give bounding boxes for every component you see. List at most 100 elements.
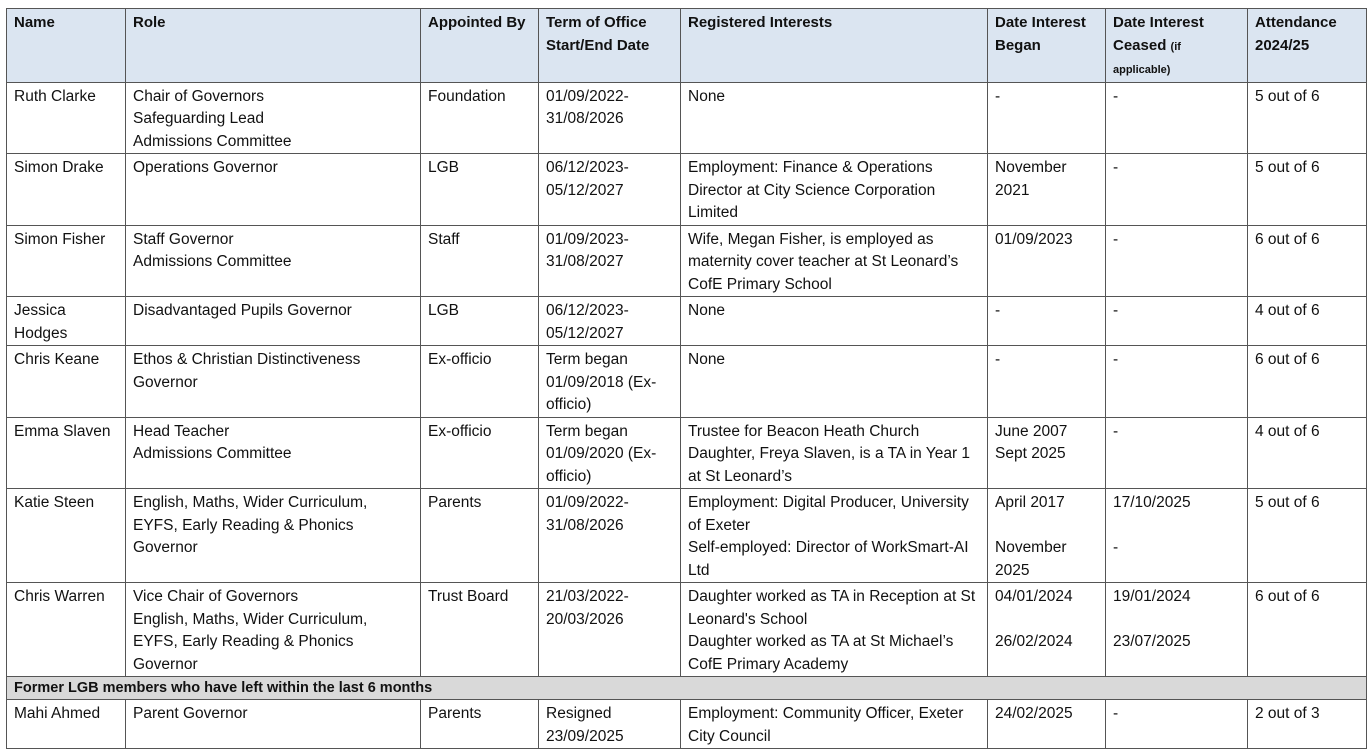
section-title: Former LGB members who have left within … [14,680,433,696]
cell: Jessica Hodges [6,296,126,346]
header-cell: Date Interest Began [987,8,1106,83]
cell: Parent Governor [125,699,421,749]
cell-text: Parents [428,705,482,722]
cell-text: None [688,87,726,105]
cell: Term began 01/09/2018 (Ex-officio) [538,345,681,418]
cell: - [1105,81,1248,154]
cell-text: 6 out of 6 [1255,351,1320,368]
header-text: Date Interest Ceased [1113,14,1204,54]
cell-text: - [995,302,1001,319]
cell-text: November 2025 [995,539,1067,579]
cell-text: 24/02/2025 [995,705,1073,722]
cell: 04/01/2024 26/02/2024 [987,582,1106,677]
cell-text: Daughter, Freya Slaven, is a TA in Year … [688,445,971,485]
cell: Operations Governor [125,153,421,226]
cell-text: 4 out of 6 [1255,422,1320,440]
cell-text: - [995,351,1001,368]
cell: Chris Keane [6,345,126,418]
cell: - [1105,296,1248,346]
cell-text: Jessica Hodges [14,302,68,342]
header-text: Name [14,14,55,31]
cell: Vice Chair of Governors English, Maths, W… [125,582,421,677]
cell-text: Employment: Digital Producer, University… [688,494,969,534]
cell: Resigned 23/09/2025 [538,699,681,749]
cell-text: Resigned 23/09/2025 [546,705,624,745]
cell: 5 out of 6 [1247,488,1367,583]
section-cell: Former LGB members who have left within … [6,676,1367,700]
cell: 6 out of 6 [1247,224,1367,297]
cell-text: - [1113,230,1119,248]
header-text: Registered Interests [688,14,833,31]
header-text: Attendance 2024/25 [1255,14,1337,54]
cell-text: 6 out of 6 [1255,230,1320,248]
cell-text: 01/09/2022-31/08/2026 [546,494,629,534]
cell-text: Daughter worked as TA in Reception at St… [688,588,976,628]
cell-text: Disadvantaged Pupils Governor [133,302,352,319]
cell-text: - [995,87,1001,105]
cell-text: 23/07/2025 [1113,633,1191,650]
cell-text: Emma Slaven [14,422,111,440]
cell: 5 out of 6 [1247,153,1367,226]
page: Name Role Appointed By Term of Office Start… [6,8,1367,749]
table-row: Jessica Hodges Disadvantaged Pupils Gover… [6,296,1367,346]
cell-text: Head Teacher [133,422,230,440]
cell-text: Simon Drake [14,159,104,176]
cell-text: Parents [428,494,482,511]
cell-text: November 2021 [995,159,1067,199]
cell: April 2017 November 2025 [987,488,1106,583]
cell-text: Term began 01/09/2020 (Ex-officio) [546,422,657,485]
cell: Emma Slaven [6,416,126,489]
cell: Employment: Finance & Operations Directo… [680,153,988,226]
cell-text: Employment: Finance & Operations Directo… [688,159,936,221]
cell-text: Ruth Clarke [14,87,96,105]
cell: LGB [420,153,539,226]
header-cell: Term of Office Start/End Date [538,8,681,83]
header-row: Name Role Appointed By Term of Office Start… [6,8,1367,83]
cell-text: Sept 2025 [995,445,1066,462]
cell: Ethos & Christian Distinctiveness Govern… [125,345,421,418]
cell: 01/09/2022-31/08/2026 [538,488,681,583]
cell-text: Daughter worked as TA at St Michael’s Co… [688,633,954,673]
cell: 4 out of 6 [1247,296,1367,346]
cell-text: LGB [428,159,460,176]
cell: - [987,345,1106,418]
cell-text: - [1113,422,1119,440]
cell-text: - [1113,705,1119,722]
cell-text: Admissions Committee [133,445,292,462]
cell-text: None [688,302,726,319]
cell: 6 out of 6 [1247,345,1367,418]
cell: Parents [420,488,539,583]
cell: 6 out of 6 [1247,582,1367,677]
cell: 01/09/2023-31/08/2027 [538,224,681,297]
cell-text: Ethos & Christian Distinctiveness Govern… [133,351,361,391]
cell: - [987,296,1106,346]
cell: Ex-officio [420,416,539,489]
cell: Parents [420,699,539,749]
cell: LGB [420,296,539,346]
cell-text: - [1113,351,1119,368]
cell: Ex-officio [420,345,539,418]
cell: None [680,345,988,418]
cell-text: 06/12/2023-05/12/2027 [546,159,629,199]
cell: Mahi Ahmed [6,699,126,749]
cell: Head Teacher Admissions Committee [125,416,421,489]
header-text: Date Interest Began [995,14,1086,54]
header-cell: Date Interest Ceased (if applicable) [1105,8,1248,83]
cell: Disadvantaged Pupils Governor [125,296,421,346]
cell-text: 21/03/2022-20/03/2026 [546,588,629,628]
cell: Employment: Community Officer, Exeter Ci… [680,699,988,749]
cell-text: English, Maths, Wider Curriculum, EYFS, … [133,494,368,556]
cell-text: 6 out of 6 [1255,588,1320,605]
cell-text: 06/12/2023-05/12/2027 [546,302,629,342]
cell-text: 5 out of 6 [1255,494,1320,511]
cell-text: LGB [428,302,460,319]
cell-text: 2 out of 3 [1255,705,1320,722]
cell: Term began 01/09/2020 (Ex-officio) [538,416,681,489]
cell: - [1105,224,1248,297]
cell-text: Vice Chair of Governors [133,588,299,605]
cell-text: Staff Governor [133,230,234,248]
cell-text: Trust Board [428,588,509,605]
table-row: Mahi Ahmed Parent Governor Parents Resigned… [6,699,1367,749]
table-row: Ruth Clarke Chair of Governors Safeguardin… [6,81,1367,154]
cell-text: Simon Fisher [14,230,106,248]
